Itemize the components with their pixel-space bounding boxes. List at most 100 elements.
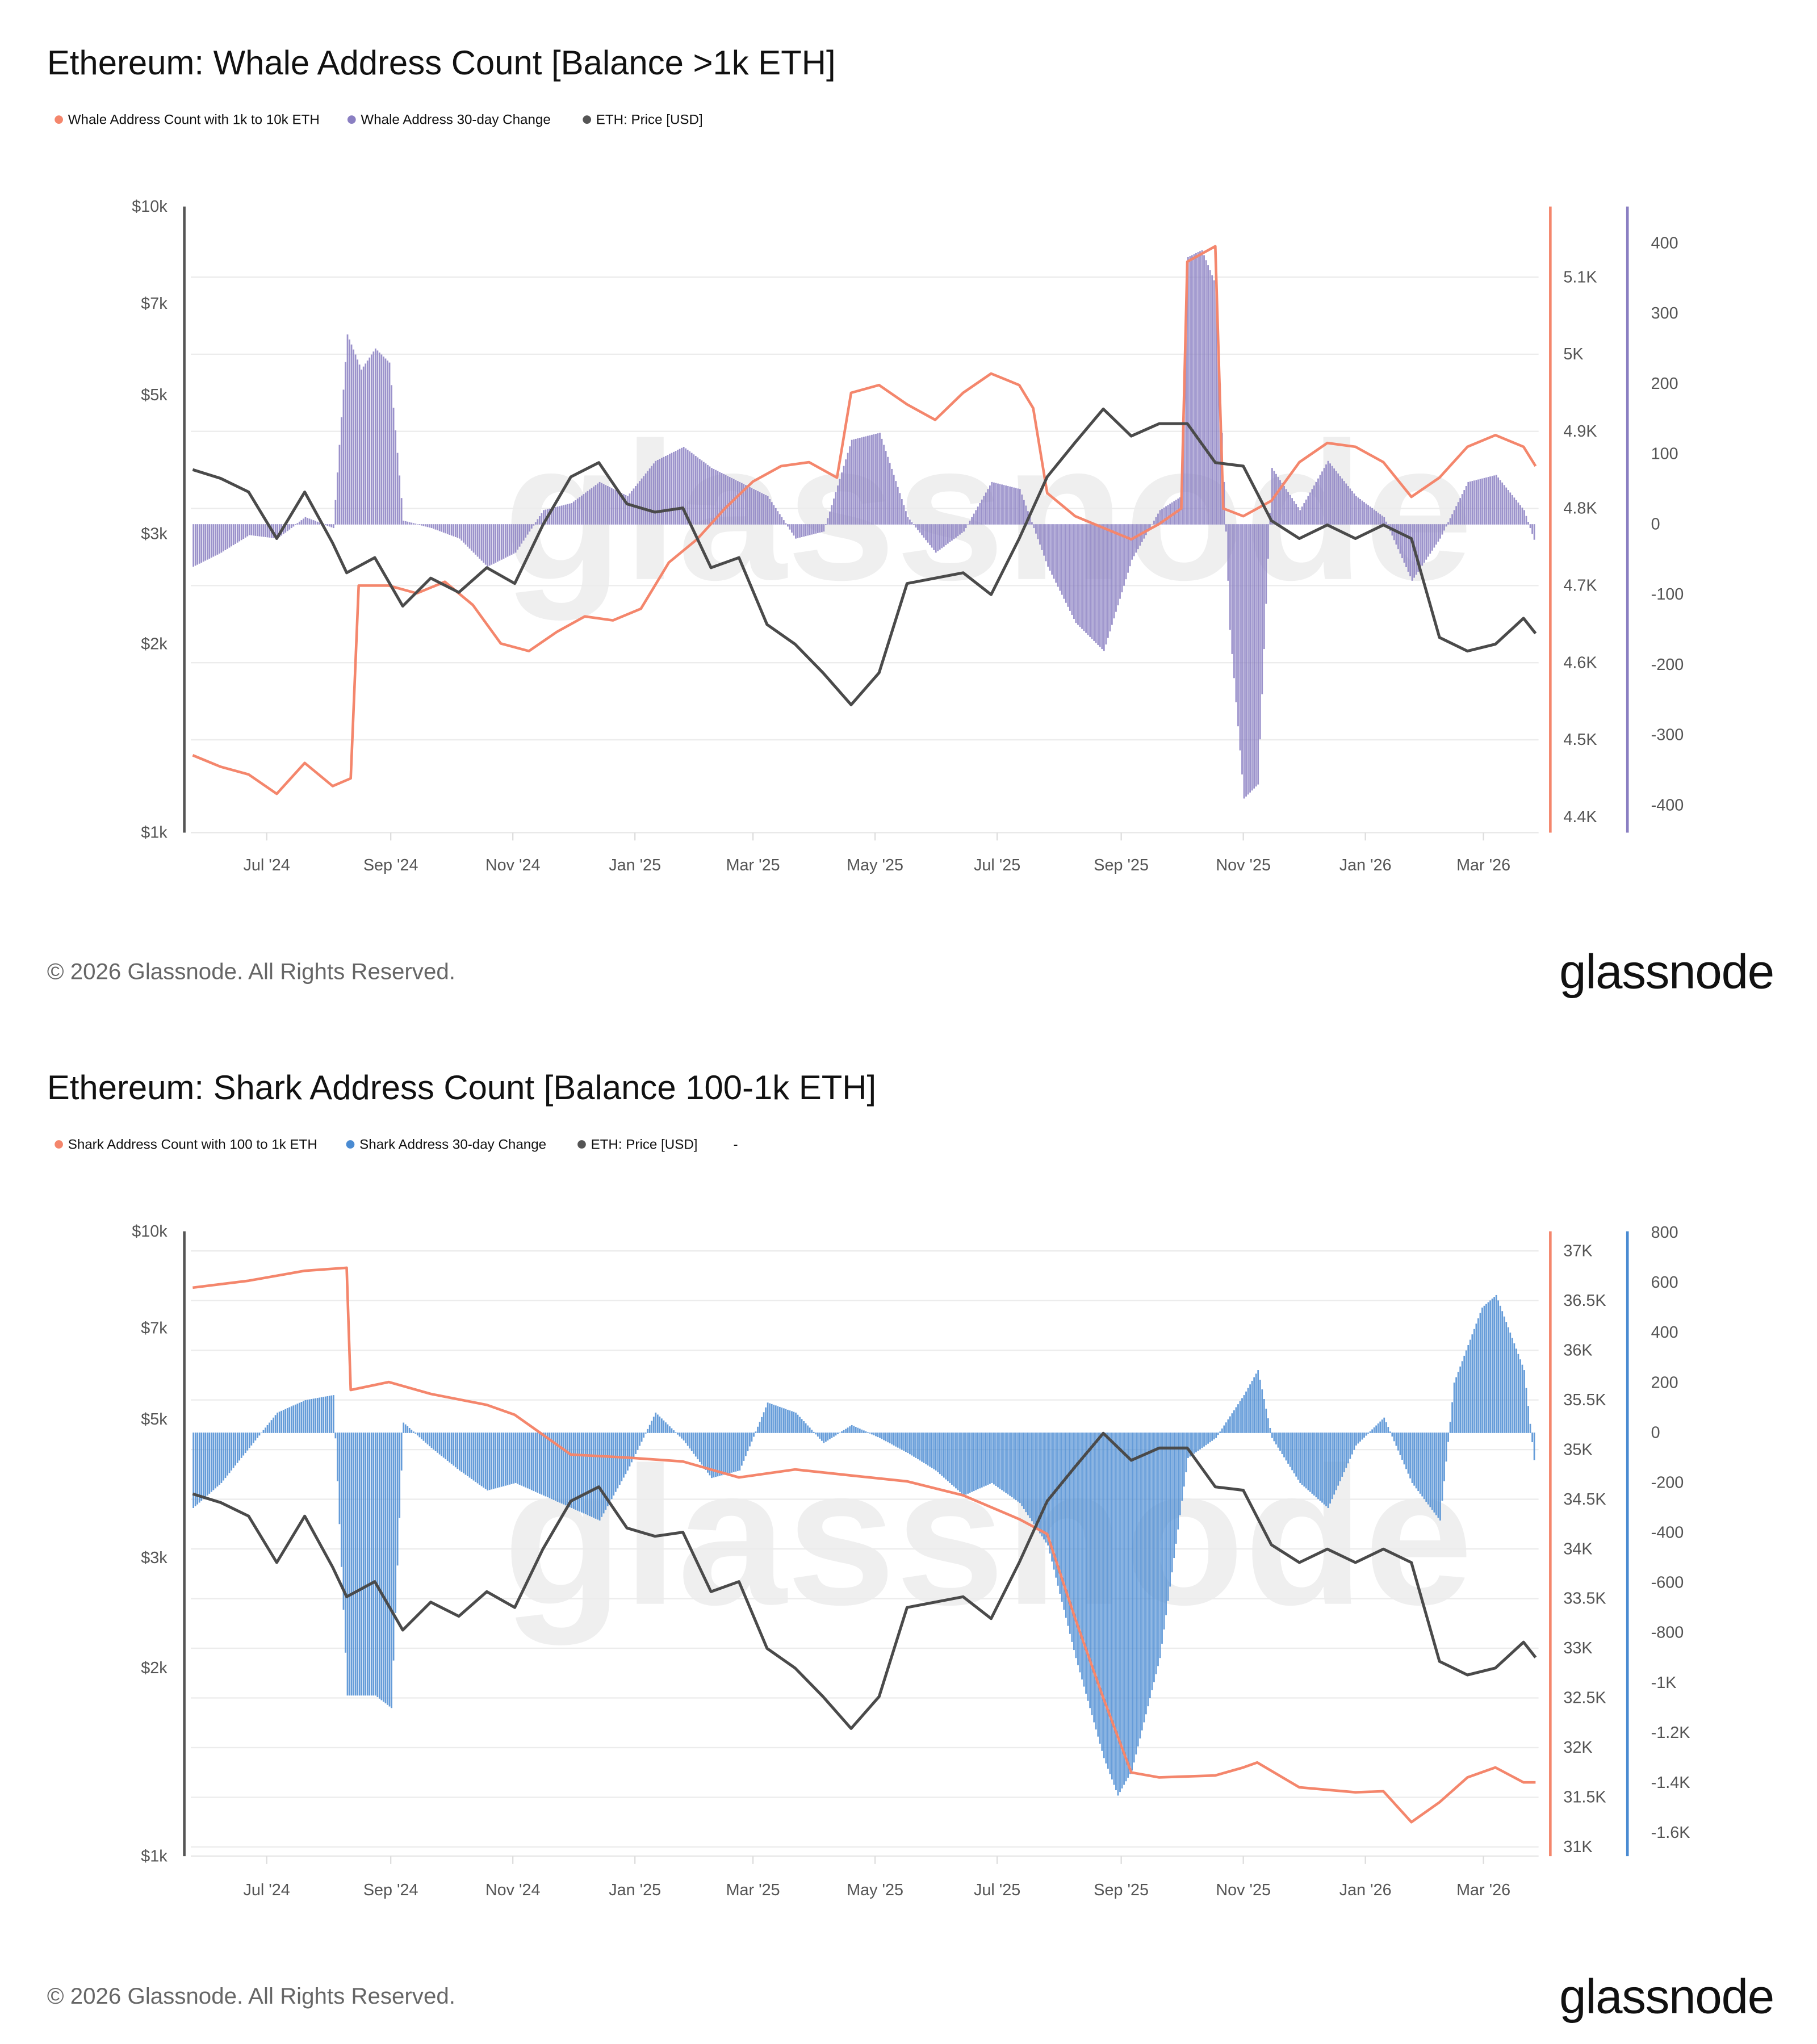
change-bar: [366, 361, 369, 525]
change-bars: [192, 1295, 1535, 1796]
change-bar: [202, 524, 204, 562]
change-bar: [1131, 524, 1133, 560]
change-bar: [254, 524, 257, 536]
change-bar: [991, 481, 993, 525]
change-bar: [849, 1426, 851, 1433]
change-bar: [1187, 257, 1189, 525]
change-bar: [1455, 506, 1458, 525]
count-tick-label: 37K: [1563, 1242, 1592, 1260]
change-bar: [1039, 1433, 1041, 1534]
change-bar: [450, 524, 453, 536]
change-bar: [1069, 1433, 1071, 1634]
change-tick-label: 0: [1651, 515, 1660, 533]
change-bar: [1489, 1300, 1491, 1433]
change-bar: [257, 524, 258, 537]
change-bar: [1083, 524, 1085, 631]
change-bar: [652, 1417, 655, 1433]
change-bar: [937, 524, 939, 551]
change-bar: [244, 524, 246, 538]
change-bar: [683, 447, 685, 525]
change-bar: [1131, 1433, 1133, 1771]
change-bar: [1421, 1433, 1424, 1497]
legend-item-change[interactable]: Shark Address 30-day Change: [359, 1137, 546, 1153]
change-bar: [1359, 1433, 1361, 1442]
change-bar: [1241, 524, 1243, 775]
change-bar: [807, 1425, 809, 1433]
change-bar: [859, 438, 861, 525]
change-bar: [1297, 1433, 1299, 1480]
change-bar: [1105, 524, 1107, 645]
change-bar: [334, 500, 337, 525]
change-bar: [725, 475, 727, 525]
change-bar: [1185, 1433, 1187, 1473]
change-bar: [521, 1433, 523, 1486]
change-bar: [541, 1433, 543, 1495]
legend-item-count[interactable]: Shark Address Count with 100 to 1k ETH: [68, 1137, 317, 1153]
change-bar: [947, 1433, 949, 1481]
change-bar: [1035, 1433, 1037, 1527]
legend-item-change[interactable]: Whale Address 30-day Change: [361, 112, 550, 128]
change-bar: [246, 524, 249, 537]
change-bar: [1283, 485, 1285, 525]
change-bar: [416, 524, 418, 525]
change-bar: [1385, 521, 1387, 525]
change-bar: [721, 473, 723, 525]
change-bar: [1161, 509, 1163, 525]
change-bar: [975, 1433, 977, 1490]
change-bar: [781, 1408, 783, 1433]
change-bar: [1515, 500, 1517, 525]
legend-item-price[interactable]: ETH: Price [USD]: [596, 112, 703, 128]
change-bar: [1487, 1302, 1489, 1433]
change-bar: [1435, 1433, 1437, 1515]
change-bar: [277, 524, 279, 539]
legend-item-price[interactable]: ETH: Price [USD]: [591, 1137, 698, 1153]
change-bar: [1485, 1304, 1487, 1433]
change-bar: [931, 1433, 933, 1468]
change-bar: [983, 1433, 985, 1487]
change-bar: [1097, 1433, 1099, 1737]
change-bar: [1321, 1433, 1323, 1503]
change-bar: [885, 1433, 887, 1442]
change-bar: [1503, 1316, 1505, 1433]
change-bar: [1113, 524, 1115, 619]
count-tick-label: 33.5K: [1563, 1590, 1606, 1608]
change-bar: [1201, 1433, 1203, 1448]
change-bar: [415, 1433, 417, 1434]
change-bar: [1041, 524, 1043, 550]
change-bar: [576, 499, 579, 525]
change-bar: [799, 1417, 801, 1433]
change-bar: [1501, 482, 1504, 525]
change-bar: [589, 489, 591, 525]
change-bar: [891, 468, 893, 525]
change-bar: [1183, 416, 1185, 525]
change-bar: [1311, 489, 1313, 525]
change-bar: [1517, 1354, 1519, 1433]
change-bar: [426, 1433, 429, 1444]
change-bar: [1113, 1433, 1115, 1785]
change-bar: [787, 1409, 789, 1433]
count-tick-label: 4.8K: [1563, 500, 1597, 518]
legend-item-count[interactable]: Whale Address Count with 1k to 10k ETH: [68, 112, 320, 128]
change-bar: [625, 1433, 627, 1475]
change-bar: [1309, 492, 1311, 525]
change-bar: [753, 1433, 755, 1437]
x-tick-label: Mar '25: [726, 856, 780, 874]
change-bar: [623, 494, 625, 525]
change-bar: [576, 1433, 579, 1511]
change-bar: [1045, 1433, 1047, 1543]
change-bar: [362, 1433, 365, 1696]
change-bar: [238, 1433, 241, 1461]
change-bar: [1435, 524, 1437, 545]
change-bar: [1043, 1433, 1045, 1540]
change-bar: [545, 1433, 547, 1497]
change-bar: [1249, 1384, 1251, 1433]
change-bar: [823, 524, 825, 532]
change-bar: [492, 524, 495, 564]
change-bar: [1511, 1338, 1513, 1433]
change-bar: [820, 524, 823, 533]
legend-item-extra[interactable]: -: [734, 1137, 738, 1153]
change-bar: [551, 508, 552, 525]
change-bar: [711, 468, 713, 525]
change-bar: [499, 1433, 501, 1488]
change-bar: [606, 485, 609, 525]
